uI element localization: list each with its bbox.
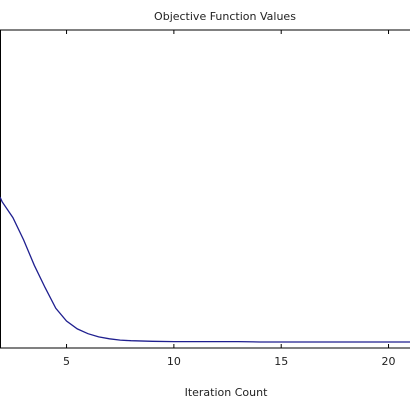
x-tick-label: 5: [63, 355, 70, 368]
x-tick-label: 15: [274, 355, 288, 368]
x-tick-label: 20: [382, 355, 396, 368]
chart-title: Objective Function Values: [154, 10, 296, 23]
series-layer: [0, 196, 410, 343]
x-axis-label: Iteration Count: [185, 386, 269, 399]
x-tick-label: 10: [167, 355, 181, 368]
series-line: [0, 196, 410, 343]
axes: [0, 29, 410, 349]
x-ticks: 5 10 15 20: [63, 30, 396, 368]
